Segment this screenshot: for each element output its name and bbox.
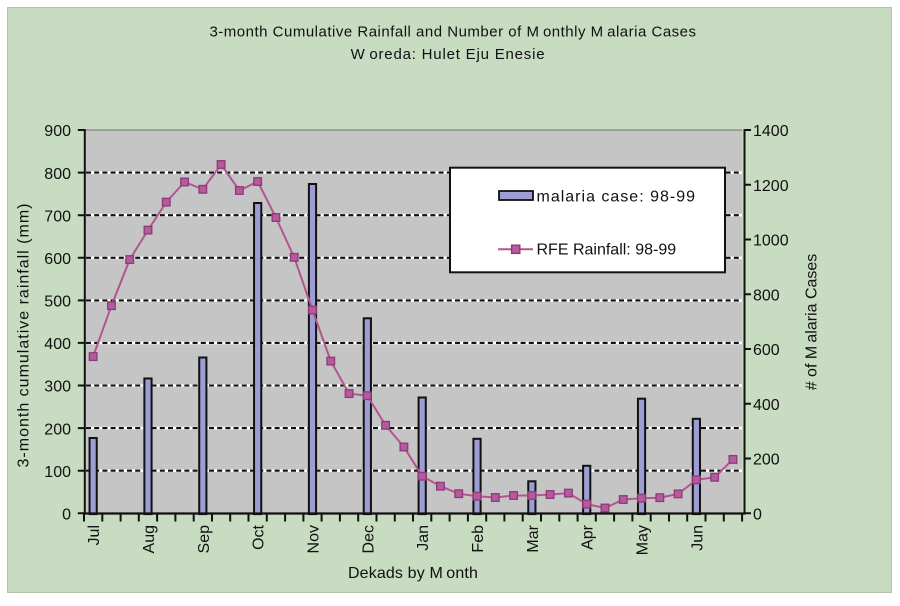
svg-text:800: 800 <box>44 166 71 183</box>
svg-text:800: 800 <box>753 288 780 305</box>
svg-text:0: 0 <box>62 507 71 524</box>
svg-text:3-month cumulative rainfall (m: 3-month cumulative rainfall (mm) <box>16 203 33 468</box>
svg-text:W oreda: Hulet Eju Enesie: W oreda: Hulet Eju Enesie <box>351 46 546 63</box>
svg-text:Nov: Nov <box>306 525 323 553</box>
svg-text:400: 400 <box>44 336 71 353</box>
svg-text:400: 400 <box>753 397 780 414</box>
svg-text:Sep: Sep <box>196 525 213 554</box>
svg-text:200: 200 <box>753 452 780 469</box>
svg-text:Dekads by M onth: Dekads by M onth <box>348 565 478 582</box>
svg-text:900: 900 <box>44 123 71 140</box>
svg-text:700: 700 <box>44 208 71 225</box>
svg-text:Jul: Jul <box>86 525 103 545</box>
svg-text:300: 300 <box>44 379 71 396</box>
svg-text:Apr: Apr <box>580 524 597 550</box>
svg-text:Jan: Jan <box>415 525 432 551</box>
svg-text:1400: 1400 <box>753 123 789 140</box>
svg-text:500: 500 <box>44 294 71 311</box>
svg-text:600: 600 <box>44 251 71 268</box>
svg-text:200: 200 <box>44 421 71 438</box>
svg-text:3-month Cumulative Rainfall an: 3-month Cumulative Rainfall and Number o… <box>209 24 696 41</box>
svg-text:Aug: Aug <box>141 525 158 553</box>
svg-text:Feb: Feb <box>470 525 487 553</box>
svg-text:Jun: Jun <box>689 525 706 551</box>
svg-text:1200: 1200 <box>753 178 789 195</box>
svg-text:May: May <box>635 525 652 555</box>
svg-text:Mar: Mar <box>525 524 542 552</box>
svg-text:600: 600 <box>753 342 780 359</box>
svg-text:Oct: Oct <box>251 524 268 549</box>
svg-text:100: 100 <box>44 464 71 481</box>
svg-text:1000: 1000 <box>753 233 789 250</box>
svg-text:malaria case: 98-99: malaria case: 98-99 <box>537 189 697 206</box>
svg-text:# of M alaria Cases: # of M alaria Cases <box>804 254 821 391</box>
svg-text:0: 0 <box>753 507 762 524</box>
svg-text:Dec: Dec <box>360 525 377 553</box>
svg-text:RFE Rainfall: 98-99: RFE Rainfall: 98-99 <box>537 242 677 259</box>
